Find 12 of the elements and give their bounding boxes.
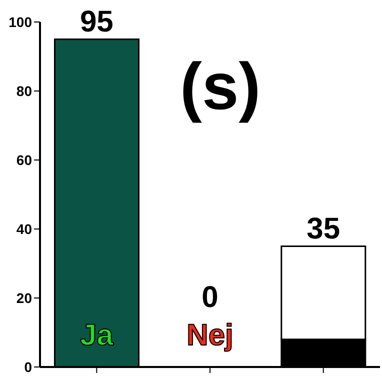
- y-tick-label: 60: [16, 152, 32, 168]
- y-tick-label: 0: [24, 358, 32, 375]
- total-label: 0: [202, 281, 218, 314]
- annotation: (s): [180, 48, 261, 124]
- y-tick-label: 40: [16, 220, 32, 237]
- x-tick-label: Ja: [80, 319, 114, 352]
- y-tick-label: 80: [16, 82, 32, 99]
- total-label: 35: [306, 212, 340, 246]
- total-label: 95: [80, 5, 114, 38]
- y-tick-label: 100: [8, 14, 32, 30]
- x-tick-label: Nej: [186, 319, 234, 352]
- y-tick-label: 20: [16, 290, 32, 306]
